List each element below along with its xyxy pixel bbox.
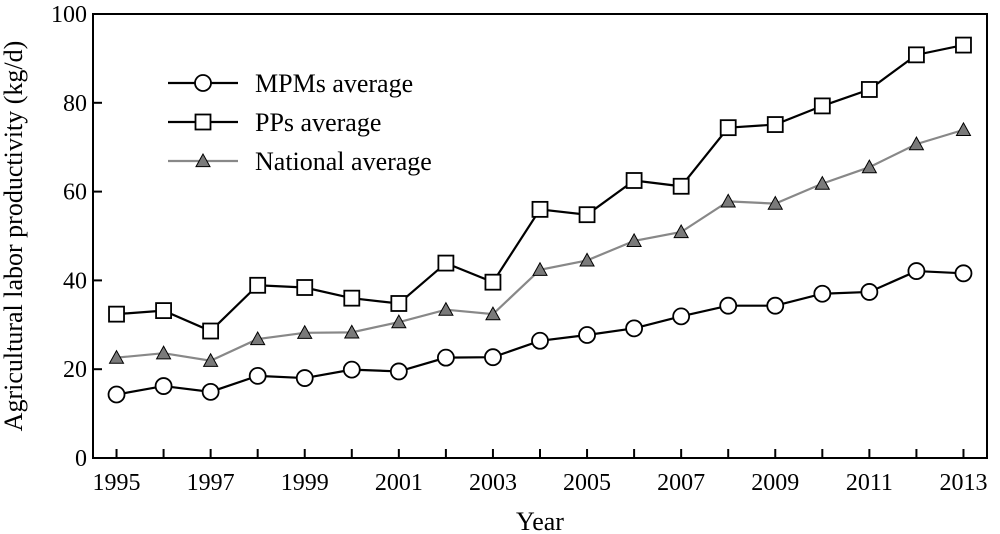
data-point-mpms-average <box>954 264 973 283</box>
data-point-mpms-average <box>154 377 173 395</box>
data-point-mpms-average <box>625 319 644 338</box>
data-point-national-average <box>767 195 784 210</box>
data-point-pps-average <box>719 119 737 137</box>
series-line-national-average <box>116 128 964 362</box>
data-point-national-average <box>390 314 407 329</box>
data-point-pps-average <box>249 276 267 294</box>
data-point-national-average <box>296 324 313 339</box>
legend-marker-pps-average <box>194 113 212 131</box>
y-tick-label: 40 <box>63 268 87 294</box>
data-point-pps-average <box>437 254 455 272</box>
x-tick-label: 2013 <box>939 470 987 496</box>
x-tick-label: 2007 <box>657 470 705 496</box>
y-axis-title: Agricultural labor productivity (kg/d) <box>0 41 28 432</box>
data-point-national-average <box>579 252 595 267</box>
y-axis: 0 20 40 60 80 100 <box>51 2 102 472</box>
y-tick-label: 0 <box>75 446 87 472</box>
x-tick-label: 1997 <box>187 470 235 496</box>
data-point-national-average <box>861 159 878 174</box>
data-point-pps-average <box>343 289 361 307</box>
data-point-national-average <box>532 261 548 276</box>
data-point-mpms-average <box>201 382 220 401</box>
data-point-mpms-average <box>860 283 879 301</box>
data-point-national-average <box>673 223 690 239</box>
y-tick-label: 80 <box>63 91 87 117</box>
series-layer <box>107 36 973 404</box>
legend-label-pps-average: PPs average <box>255 108 381 137</box>
x-tick-label: 2001 <box>375 470 423 496</box>
x-tick-label: 1995 <box>93 470 141 496</box>
legend-label-mpms-average: MPMs average <box>255 69 413 98</box>
data-point-national-average <box>626 232 642 247</box>
series-line-pps-average <box>116 44 964 333</box>
legend-label-national-average: National average <box>255 147 432 176</box>
data-point-mpms-average <box>907 262 926 280</box>
data-point-mpms-average <box>672 307 691 326</box>
data-point-pps-average <box>155 302 172 319</box>
y-tick-label: 60 <box>63 180 87 206</box>
data-point-pps-average <box>813 97 831 115</box>
data-point-mpms-average <box>578 326 596 344</box>
data-point-pps-average <box>531 200 549 218</box>
data-point-mpms-average <box>766 296 785 315</box>
x-tick-label: 1999 <box>281 470 329 496</box>
data-point-pps-average <box>625 172 643 189</box>
data-point-pps-average <box>390 295 408 312</box>
data-point-pps-average <box>860 81 878 98</box>
data-point-mpms-average <box>813 284 832 303</box>
data-point-pps-average <box>484 273 502 291</box>
data-point-pps-average <box>578 206 596 224</box>
data-point-national-average <box>249 330 266 346</box>
data-point-mpms-average <box>342 360 361 379</box>
data-point-pps-average <box>908 46 925 64</box>
data-point-national-average <box>720 193 737 208</box>
data-point-national-average <box>108 349 125 364</box>
legend: MPMs average PPs average National average <box>168 69 432 176</box>
x-axis: 1995 1997 1999 2001 2003 2005 2007 2009 2011 2013 <box>93 449 987 496</box>
data-point-national-average <box>814 175 831 190</box>
data-point-pps-average <box>296 279 314 296</box>
data-point-mpms-average <box>295 369 314 387</box>
x-tick-label: 2005 <box>563 470 611 496</box>
data-point-pps-average <box>672 177 690 195</box>
y-tick-label: 100 <box>51 2 87 28</box>
data-point-national-average <box>155 345 172 360</box>
data-point-mpms-average <box>531 331 549 350</box>
data-point-national-average <box>343 324 360 339</box>
data-point-pps-average <box>766 116 784 133</box>
data-point-mpms-average <box>719 296 738 315</box>
legend-marker-mpms-average <box>194 74 212 92</box>
y-tick-label: 20 <box>63 357 87 383</box>
data-point-national-average <box>485 306 501 321</box>
data-point-mpms-average <box>436 348 455 367</box>
x-tick-label: 2011 <box>846 470 893 496</box>
data-point-national-average <box>955 121 972 136</box>
data-point-mpms-average <box>389 362 408 381</box>
data-point-pps-average <box>955 36 972 54</box>
plot-frame <box>92 13 988 459</box>
data-point-pps-average <box>108 305 125 323</box>
data-point-national-average <box>438 301 454 316</box>
legend-marker-national-average <box>195 152 211 168</box>
data-point-national-average <box>202 352 219 367</box>
x-tick-label: 2009 <box>751 470 799 496</box>
data-point-national-average <box>908 136 925 151</box>
data-point-pps-average <box>202 322 220 340</box>
data-point-mpms-average <box>107 385 126 404</box>
data-point-mpms-average <box>248 366 267 385</box>
x-axis-title: Year <box>516 507 564 534</box>
data-point-mpms-average <box>484 348 502 367</box>
x-tick-label: 2003 <box>469 470 517 496</box>
